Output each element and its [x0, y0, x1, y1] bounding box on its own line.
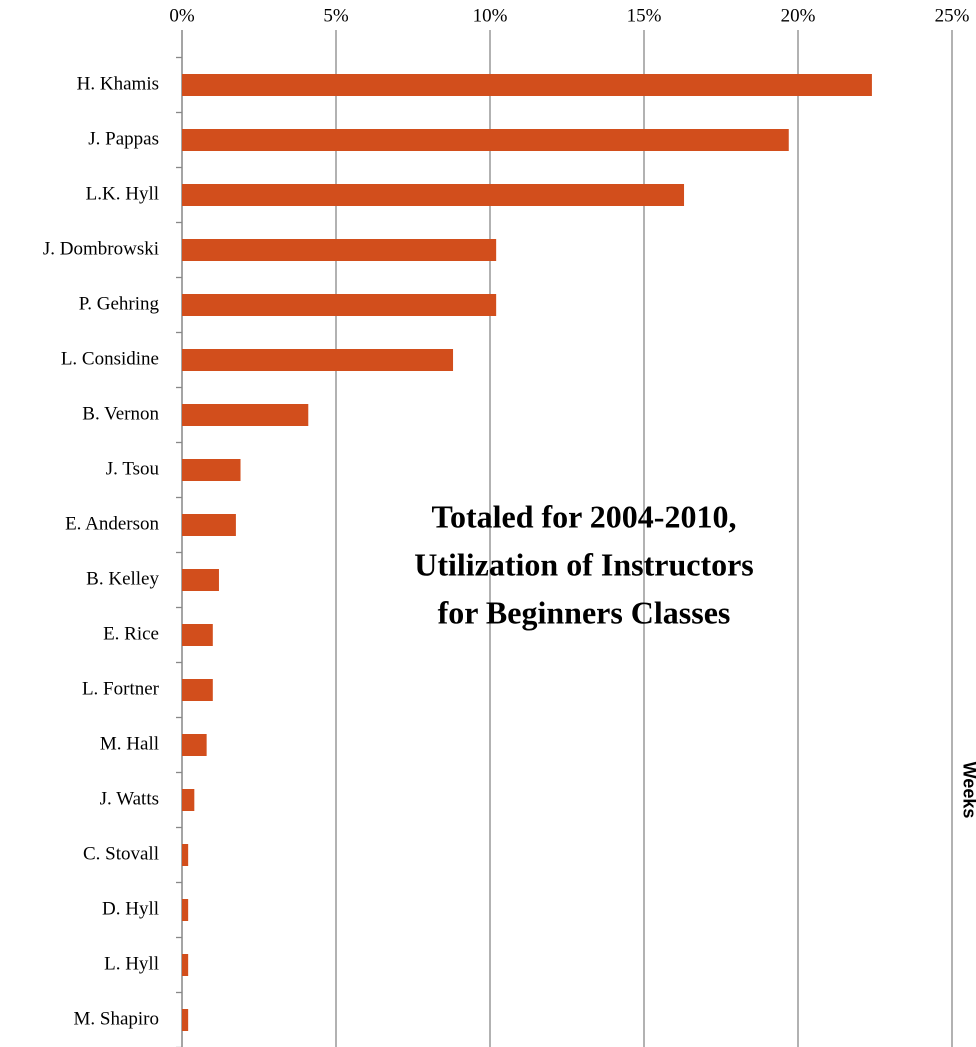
bar [182, 679, 213, 701]
y-tick-label: D. Hyll [102, 898, 159, 919]
bar [182, 74, 872, 96]
y-tick-label: P. Gehring [79, 293, 160, 314]
y-tick-label: M. Shapiro [74, 1008, 160, 1029]
y-tick-label: J. Dombrowski [43, 238, 159, 259]
x-tick-label: 15% [627, 5, 662, 26]
bar [182, 459, 241, 481]
x-tick-label: 25% [935, 5, 970, 26]
y-tick-label: L. Considine [61, 348, 159, 369]
bar [182, 789, 195, 811]
y-tick-label: M. Hall [100, 733, 159, 754]
y-tick-label: J. Tsou [106, 458, 160, 479]
y-tick-label: E. Rice [103, 623, 159, 644]
y-tick-label: J. Pappas [88, 128, 159, 149]
x-tick-label: 20% [781, 5, 816, 26]
y-tick-label: L. Hyll [104, 953, 159, 974]
y-tick-label: L.K. Hyll [86, 183, 159, 204]
y-tick-label: E. Anderson [65, 513, 159, 534]
y-tick-label: L. Fortner [82, 678, 160, 699]
y-tick-label: J. Watts [100, 788, 159, 809]
bar [182, 569, 219, 591]
x-tick-label: 0% [169, 5, 195, 26]
y-tick-label: C. Stovall [83, 843, 159, 864]
bar [182, 514, 236, 536]
bar [182, 844, 189, 866]
axis-label: Weeks [959, 762, 976, 819]
x-tick-label: 10% [473, 5, 508, 26]
bar [182, 899, 189, 921]
bar [182, 624, 213, 646]
y-tick-label: B. Vernon [82, 403, 159, 424]
chart-title: Utilization of Instructors [414, 546, 754, 582]
bar [182, 954, 189, 976]
bar [182, 239, 497, 261]
chart-title: Totaled for 2004-2010, [432, 498, 737, 534]
y-tick-label: B. Kelley [86, 568, 159, 589]
bar [182, 1009, 189, 1031]
bar [182, 184, 685, 206]
bar [182, 294, 497, 316]
bar [182, 734, 207, 756]
bar [182, 129, 789, 151]
chart-title: for Beginners Classes [438, 594, 731, 630]
bar [182, 404, 309, 426]
y-tick-label: H. Khamis [77, 73, 159, 94]
bar [182, 349, 454, 371]
x-tick-label: 5% [323, 5, 349, 26]
